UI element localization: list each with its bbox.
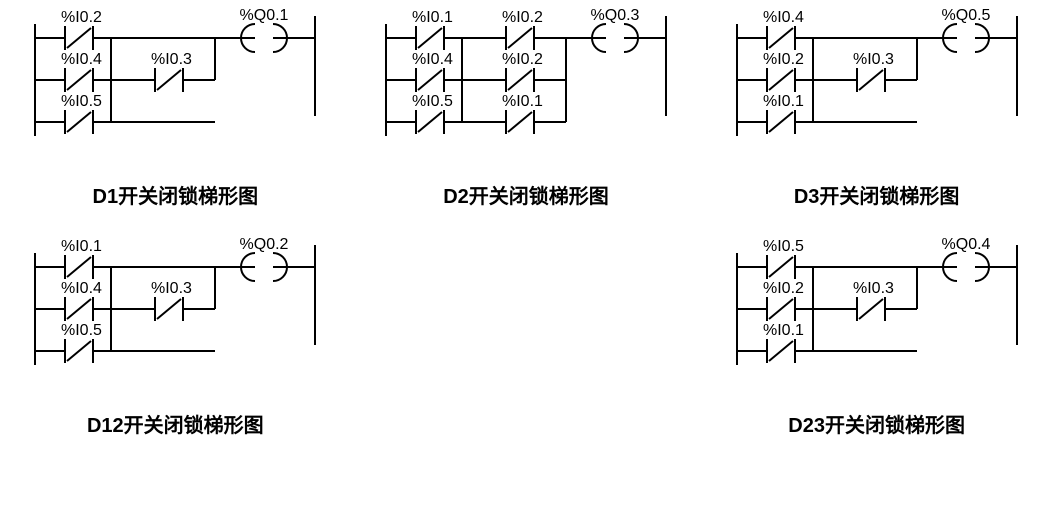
svg-text:%I0.4: %I0.4 [61, 51, 102, 68]
svg-text:%I0.4: %I0.4 [412, 51, 453, 68]
cell-d2: %I0.1 %I0.2 %I0.4 %I0.2 %I0.5 %I0.1 %Q0.3 D2开关闭… [361, 10, 692, 209]
svg-text:%I0.1: %I0.1 [502, 93, 543, 110]
svg-text:%Q0.3: %Q0.3 [591, 7, 640, 24]
svg-text:%Q0.2: %Q0.2 [240, 236, 289, 253]
ladder-d2: %I0.1 %I0.2 %I0.4 %I0.2 %I0.5 %I0.1 %Q0.3 [376, 10, 676, 170]
ladder-d23: %I0.5 %I0.2 %I0.3 %I0.1 %Q0.4 [727, 239, 1027, 399]
svg-text:%I0.3: %I0.3 [151, 280, 192, 297]
svg-text:%I0.1: %I0.1 [412, 9, 453, 26]
svg-text:%I0.5: %I0.5 [61, 322, 102, 339]
svg-text:%Q0.5: %Q0.5 [941, 7, 990, 24]
svg-text:%I0.2: %I0.2 [763, 51, 804, 68]
caption-d23: D23开关闭锁梯形图 [788, 409, 965, 438]
svg-text:%I0.4: %I0.4 [763, 9, 804, 26]
ladder-d1: %I0.2 %I0.4 %I0.3 %I0.5 %Q0.1 [25, 10, 325, 170]
ladder-d12: %I0.1 %I0.4 %I0.3 %I0.5 %Q0.2 [25, 239, 325, 399]
svg-text:%I0.5: %I0.5 [61, 93, 102, 110]
cell-d12: %I0.1 %I0.4 %I0.3 %I0.5 %Q0.2 D12开关闭锁梯形图 [10, 239, 341, 438]
svg-text:%I0.5: %I0.5 [412, 93, 453, 110]
cell-d23: %I0.5 %I0.2 %I0.3 %I0.1 %Q0.4 D23开关闭锁梯形图 [711, 239, 1042, 438]
svg-text:%I0.2: %I0.2 [502, 51, 543, 68]
cell-d1: %I0.2 %I0.4 %I0.3 %I0.5 %Q0.1 D1开关闭锁梯形图 [10, 10, 341, 209]
cell-d3: %I0.4 %I0.2 %I0.3 %I0.1 %Q0.5 D3开关闭锁梯形图 [711, 10, 1042, 209]
svg-text:%Q0.4: %Q0.4 [941, 236, 990, 253]
svg-text:%I0.4: %I0.4 [61, 280, 102, 297]
svg-text:%I0.3: %I0.3 [853, 51, 894, 68]
caption-d1: D1开关闭锁梯形图 [93, 180, 259, 209]
svg-text:%Q0.1: %Q0.1 [240, 7, 289, 24]
ladder-d3: %I0.4 %I0.2 %I0.3 %I0.1 %Q0.5 [727, 10, 1027, 170]
svg-text:%I0.1: %I0.1 [61, 238, 102, 255]
svg-text:%I0.5: %I0.5 [763, 238, 804, 255]
svg-text:%I0.3: %I0.3 [853, 280, 894, 297]
svg-text:%I0.3: %I0.3 [151, 51, 192, 68]
svg-text:%I0.1: %I0.1 [763, 322, 804, 339]
svg-text:%I0.2: %I0.2 [61, 9, 102, 26]
svg-text:%I0.2: %I0.2 [502, 9, 543, 26]
svg-text:%I0.2: %I0.2 [763, 280, 804, 297]
svg-text:%I0.1: %I0.1 [763, 93, 804, 110]
caption-d2: D2开关闭锁梯形图 [443, 180, 609, 209]
caption-d12: D12开关闭锁梯形图 [87, 409, 264, 438]
caption-d3: D3开关闭锁梯形图 [794, 180, 960, 209]
